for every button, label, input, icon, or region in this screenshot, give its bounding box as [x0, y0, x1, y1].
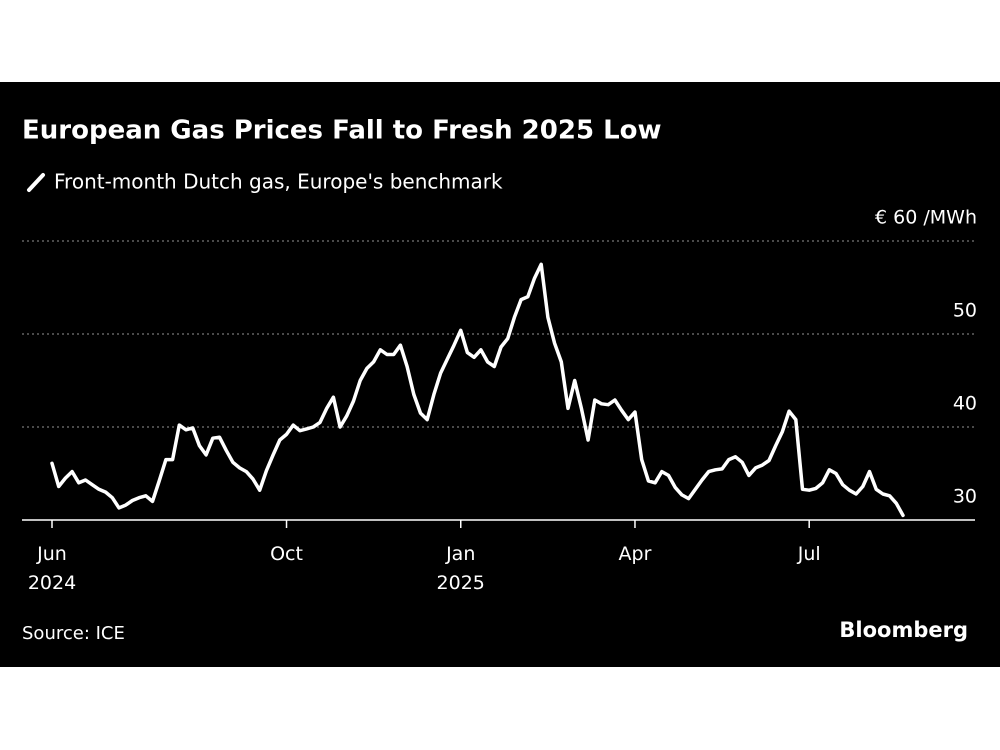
series-line	[50, 262, 905, 518]
x-tick-label: Jun 2024	[27, 543, 77, 594]
y-tick-label: 50	[953, 300, 977, 322]
y-tick-label: € 60 /MWh	[875, 207, 977, 229]
legend-label: Front-month Dutch gas, Europe's benchmar…	[54, 170, 503, 194]
x-tick-label: Apr	[618, 543, 652, 565]
legend-swatch	[27, 173, 45, 192]
chart-title: European Gas Prices Fall to Fresh 2025 L…	[22, 116, 662, 146]
y-tick-label: 40	[953, 393, 977, 415]
panel	[0, 82, 1000, 667]
x-tick-label: Oct	[270, 543, 303, 565]
brand: Bloomberg	[839, 618, 968, 642]
x-tick-label: Jan 2025	[436, 543, 485, 594]
y-tick-label: 30	[953, 486, 977, 508]
source: Source: ICE	[22, 623, 125, 644]
x-tick-label: Jul	[797, 543, 821, 565]
